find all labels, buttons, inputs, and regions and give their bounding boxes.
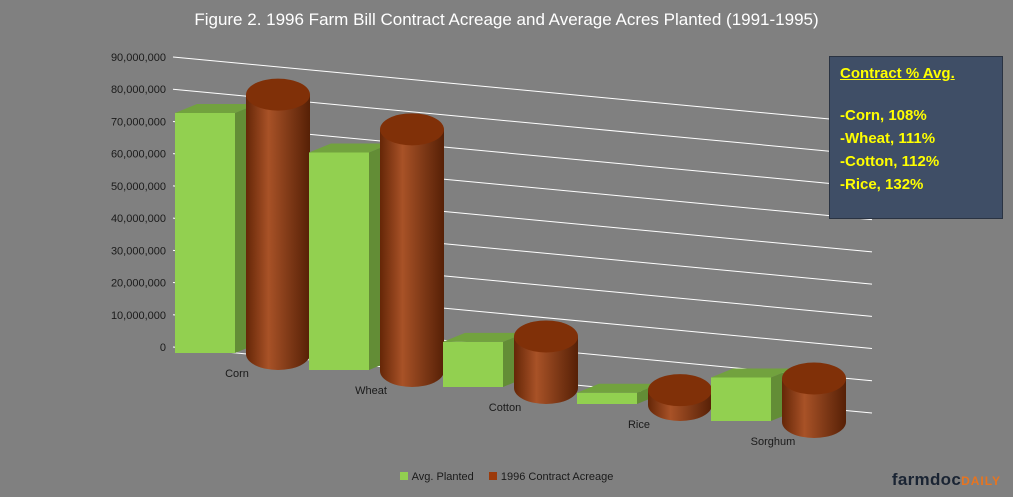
legend-item-contract-acreage: 1996 Contract Acreage [488, 471, 614, 483]
bar-avg-planted-top [309, 143, 391, 153]
bar-contract-acreage [380, 129, 444, 388]
bar-contract-acreage-top [782, 362, 846, 395]
y-tick-label: 70,000,000 [111, 116, 166, 128]
bar-avg-planted [577, 392, 637, 404]
bar-contract-acreage [246, 94, 310, 370]
chart-legend: Avg. Planted 1996 Contract Acreage [0, 471, 1013, 483]
y-tick-label: 80,000,000 [111, 84, 166, 96]
y-tick-label: 30,000,000 [111, 245, 166, 257]
bar-contract-acreage [782, 378, 846, 438]
callout-line: -Wheat, 111% [840, 130, 936, 147]
bar-contract-acreage-top [246, 78, 310, 111]
gridline [172, 56, 873, 124]
bar-avg-planted-top [577, 383, 659, 393]
bar-avg-planted-top [175, 103, 257, 113]
contract-percent-callout: Contract % Avg. -Corn, 108% -Wheat, 111%… [829, 56, 1003, 219]
bar-contract-acreage-top [648, 374, 712, 407]
y-tick-label: 0 [160, 342, 166, 354]
chart-title: Figure 2. 1996 Farm Bill Contract Acreag… [194, 10, 819, 29]
x-tick-label: Wheat [355, 385, 387, 397]
bar-avg-planted [309, 152, 369, 370]
bar-avg-planted [443, 341, 503, 387]
x-tick-label: Cotton [489, 402, 521, 414]
callout-title: Contract % Avg. [840, 65, 955, 82]
callout-line: -Cotton, 112% [840, 153, 940, 170]
x-tick-label: Sorghum [751, 436, 796, 448]
y-tick-label: 40,000,000 [111, 213, 166, 225]
y-tick-label: 50,000,000 [111, 181, 166, 193]
bar-contract-acreage-top [380, 113, 444, 146]
bar-avg-planted-top [443, 332, 525, 342]
y-tick-label: 20,000,000 [111, 278, 166, 290]
x-tick-label: Corn [225, 368, 249, 380]
bar-avg-planted [711, 377, 771, 421]
y-tick-label: 60,000,000 [111, 149, 166, 161]
bar-avg-planted [175, 112, 235, 353]
bar-contract-acreage [514, 336, 578, 404]
legend-item-avg-planted: Avg. Planted [399, 471, 474, 483]
farmdoc-logo: farmdocDAILY [891, 470, 1001, 489]
bar-contract-acreage-top [514, 320, 578, 353]
callout-line: -Corn, 108% [840, 107, 927, 124]
legend-label: Avg. Planted [411, 471, 474, 483]
legend-swatch [488, 472, 497, 480]
bar-avg-planted-top [711, 368, 793, 378]
y-tick-label: 10,000,000 [111, 310, 166, 322]
x-tick-label: Rice [628, 419, 650, 431]
legend-label: 1996 Contract Acreage [500, 471, 614, 483]
y-tick-label: 90,000,000 [111, 52, 166, 64]
legend-swatch [399, 472, 408, 480]
callout-line: -Rice, 132% [840, 176, 924, 193]
